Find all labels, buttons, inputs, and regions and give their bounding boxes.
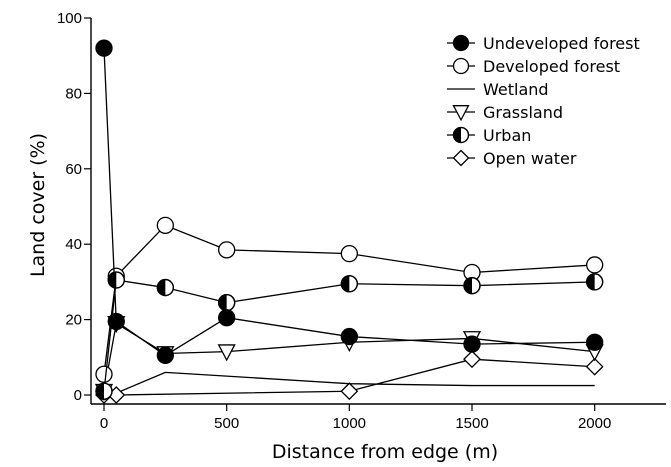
data-point bbox=[452, 126, 470, 144]
marker-half-fill bbox=[157, 279, 166, 296]
legend-item: Undeveloped forest bbox=[447, 34, 640, 53]
y-tick-label: 80 bbox=[65, 85, 82, 102]
data-point bbox=[452, 105, 470, 122]
legend-item: Developed forest bbox=[447, 57, 620, 76]
y-axis-title: Land cover (%) bbox=[27, 133, 49, 277]
marker-ring bbox=[463, 277, 481, 295]
series-undeveloped-forest bbox=[95, 39, 604, 365]
data-point bbox=[217, 344, 236, 362]
y-tick-label: 60 bbox=[65, 161, 82, 178]
legend-label: Open water bbox=[483, 149, 577, 168]
marker-half-fill bbox=[218, 294, 227, 311]
legend-label: Wetland bbox=[483, 80, 549, 99]
legend-item: Open water bbox=[447, 149, 577, 168]
y-tick-label: 20 bbox=[65, 312, 82, 329]
data-point bbox=[452, 34, 470, 52]
data-point bbox=[463, 335, 481, 353]
marker-ring bbox=[156, 278, 174, 297]
data-point bbox=[586, 273, 604, 291]
legend-item: Urban bbox=[447, 126, 531, 145]
legend-label: Grassland bbox=[483, 103, 563, 122]
marker-half-fill bbox=[453, 127, 461, 143]
data-point bbox=[463, 277, 481, 295]
marker-half-fill bbox=[464, 277, 472, 294]
data-point bbox=[107, 271, 125, 289]
data-point bbox=[452, 57, 470, 75]
data-point bbox=[156, 278, 174, 297]
legend-item: Grassland bbox=[447, 103, 563, 122]
y-tick-label: 0 bbox=[74, 387, 82, 404]
series-open-water bbox=[95, 350, 604, 404]
x-axis-title: Distance from edge (m) bbox=[272, 441, 498, 463]
legend-label: Urban bbox=[483, 126, 531, 145]
marker-half-fill bbox=[586, 273, 595, 290]
data-point bbox=[218, 241, 236, 259]
data-point bbox=[218, 293, 236, 312]
x-tick-label: 1500 bbox=[455, 415, 488, 432]
data-point bbox=[218, 309, 236, 327]
marker-ring bbox=[340, 275, 358, 293]
series-urban bbox=[95, 271, 604, 400]
marker-ring bbox=[586, 273, 604, 291]
legend-item: Wetland bbox=[447, 80, 549, 99]
data-point bbox=[156, 346, 174, 365]
data-point bbox=[156, 216, 174, 235]
y-tick-label: 100 bbox=[57, 10, 82, 27]
x-tick-label: 1000 bbox=[333, 415, 366, 432]
data-point bbox=[340, 275, 358, 293]
data-point bbox=[586, 333, 604, 351]
marker-ring bbox=[95, 382, 113, 400]
series-layer bbox=[94, 39, 604, 404]
marker-half-fill bbox=[96, 383, 104, 400]
marker-ring bbox=[107, 271, 125, 289]
data-point bbox=[586, 256, 604, 274]
data-point bbox=[107, 312, 125, 331]
legend: Undeveloped forest Developed forest Wetlan… bbox=[447, 34, 640, 168]
data-point bbox=[95, 39, 113, 57]
legend-label: Undeveloped forest bbox=[483, 34, 640, 53]
legend-label: Developed forest bbox=[483, 57, 620, 76]
data-point bbox=[463, 350, 481, 369]
data-point bbox=[95, 365, 113, 383]
data-point bbox=[585, 357, 604, 376]
data-point bbox=[340, 327, 358, 346]
marker-ring bbox=[452, 126, 470, 144]
x-tick-label: 0 bbox=[100, 415, 108, 432]
y-tick-label: 40 bbox=[65, 236, 82, 253]
marker-half-fill bbox=[341, 275, 350, 292]
x-tick-label: 500 bbox=[214, 415, 239, 432]
data-point bbox=[452, 149, 470, 167]
data-point bbox=[340, 244, 358, 263]
data-point bbox=[340, 382, 359, 401]
x-tick-label: 2000 bbox=[578, 415, 611, 432]
data-point bbox=[95, 382, 113, 400]
